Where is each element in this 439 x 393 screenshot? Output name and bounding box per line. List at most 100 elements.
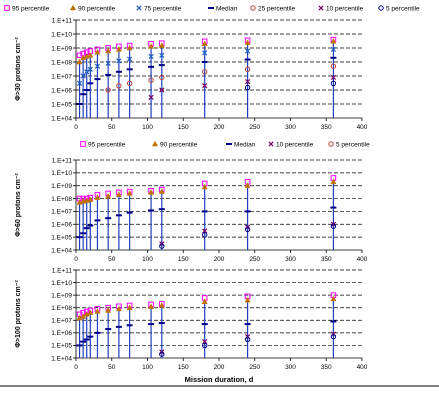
y-tick-label: 1.E+10 bbox=[51, 280, 72, 287]
x-tick-label: 100 bbox=[142, 256, 153, 263]
legend-label-median: Median bbox=[216, 5, 238, 12]
point-75-percentile bbox=[330, 46, 337, 52]
y-tick-label: 1.E+08 bbox=[51, 196, 72, 203]
legend-marker-75-percentile bbox=[136, 5, 142, 11]
point-10-percentile bbox=[330, 74, 337, 80]
y-tick-label: 1.E+04 bbox=[51, 247, 72, 254]
x-tick-label: 100 bbox=[142, 124, 153, 131]
x-tick-label: 200 bbox=[214, 364, 225, 371]
y-tick-label: 1.E+06 bbox=[51, 330, 72, 337]
point-90-percentile bbox=[158, 42, 165, 48]
point-5-percentile bbox=[159, 243, 165, 249]
point-10-percentile bbox=[244, 78, 251, 85]
point-90-percentile bbox=[115, 191, 122, 197]
x-tick-label: 150 bbox=[178, 124, 189, 131]
point-95-percentile bbox=[76, 52, 83, 59]
point-75-percentile bbox=[94, 63, 101, 69]
y-tick-label: 1.E+10 bbox=[51, 170, 72, 177]
point-75-percentile bbox=[87, 66, 93, 72]
y-tick-label: 1.E+07 bbox=[51, 318, 72, 325]
y-tick-label: 1.E+11 bbox=[52, 267, 73, 274]
x-tick-label: 100 bbox=[142, 364, 153, 371]
point-10-percentile bbox=[202, 339, 208, 345]
legend-label-25-percentile: 25 percentile bbox=[258, 5, 296, 12]
point-90-percentile bbox=[201, 298, 208, 304]
x-tick-label: 350 bbox=[321, 256, 332, 263]
y-tick-label: 1.E+09 bbox=[51, 183, 72, 190]
point-5-percentile bbox=[244, 84, 251, 91]
legend-label-5-percentile: 5 percentile bbox=[386, 5, 420, 12]
point-5-percentile bbox=[159, 351, 165, 357]
x-tick-label: 50 bbox=[108, 364, 116, 371]
point-90-percentile bbox=[87, 309, 94, 315]
legend-label-75-percentile: 75 percentile bbox=[144, 5, 182, 12]
legend-label-95-percentile: 95 percentile bbox=[12, 5, 50, 12]
point-90-percentile bbox=[158, 302, 165, 308]
y-axis-label: Φ>60 protons cm⁻² bbox=[15, 172, 22, 236]
point-25-percentile bbox=[148, 77, 154, 83]
point-75-percentile bbox=[148, 53, 154, 60]
point-75-percentile bbox=[244, 48, 251, 54]
legend-label-median: Median bbox=[234, 141, 256, 148]
x-tick-label: 0 bbox=[74, 364, 78, 371]
legend-label-10-percentile: 10 percentile bbox=[276, 141, 314, 148]
chart-panel-1: 1.E+04 1.E+05 1.E+06 1.E+07 1.E+08 1.E+09 1.E+… bbox=[4, 4, 420, 131]
legend-marker-5-percentile bbox=[378, 5, 384, 11]
legend-marker-25-percentile bbox=[250, 5, 256, 11]
point-25-percentile bbox=[105, 87, 111, 93]
x-tick-label: 0 bbox=[74, 256, 78, 263]
x-tick-label: 250 bbox=[249, 124, 260, 131]
point-90-percentile bbox=[148, 303, 155, 309]
point-10-percentile bbox=[148, 94, 154, 100]
point-75-percentile bbox=[202, 50, 208, 56]
point-5-percentile bbox=[330, 223, 337, 229]
point-75-percentile bbox=[80, 73, 86, 79]
legend-marker-10-percentile bbox=[268, 141, 274, 147]
y-tick-label: 1.E+09 bbox=[51, 292, 72, 299]
x-tick-label: 400 bbox=[357, 256, 368, 263]
point-90-percentile bbox=[94, 308, 101, 314]
point-90-percentile bbox=[105, 192, 112, 199]
y-tick-label: 1.E+05 bbox=[51, 101, 72, 108]
legend-label-5-percentile: 5 percentile bbox=[336, 141, 370, 148]
point-90-percentile bbox=[330, 178, 337, 185]
y-tick-label: 1.E+08 bbox=[51, 59, 72, 66]
y-tick-label: 1.E+04 bbox=[51, 355, 72, 362]
point-10-percentile bbox=[202, 83, 208, 89]
point-90-percentile bbox=[330, 295, 337, 302]
y-tick-label: 1.E+11 bbox=[52, 157, 73, 164]
point-90-percentile bbox=[126, 190, 133, 196]
point-90-percentile bbox=[330, 37, 337, 44]
point-75-percentile bbox=[84, 69, 90, 75]
point-90-percentile bbox=[148, 189, 155, 195]
point-90-percentile bbox=[126, 304, 133, 310]
point-5-percentile bbox=[330, 333, 337, 340]
y-tick-label: 1.E+05 bbox=[51, 343, 72, 350]
legend-label-90-percentile: 90 percentile bbox=[160, 141, 198, 148]
point-90-percentile bbox=[115, 46, 122, 52]
point-90-percentile bbox=[201, 183, 208, 190]
point-25-percentile bbox=[330, 63, 337, 69]
point-10-percentile bbox=[202, 228, 208, 234]
point-5-percentile bbox=[202, 342, 208, 349]
point-5-percentile bbox=[244, 226, 251, 233]
y-tick-label: 1.E+07 bbox=[51, 209, 72, 216]
x-tick-label: 350 bbox=[321, 364, 332, 371]
point-75-percentile bbox=[127, 56, 133, 62]
x-tick-label: 50 bbox=[108, 256, 116, 263]
x-axis-label: Mission duration, d bbox=[185, 375, 254, 384]
point-5-percentile bbox=[202, 232, 208, 238]
point-90-percentile bbox=[105, 47, 112, 54]
point-25-percentile bbox=[116, 83, 122, 89]
legend-marker-90-percentile bbox=[69, 4, 77, 11]
legend-label-90-percentile: 90 percentile bbox=[78, 5, 116, 12]
y-tick-label: 1.E+08 bbox=[51, 305, 72, 312]
legend-label-95-percentile: 95 percentile bbox=[88, 141, 126, 148]
x-tick-label: 400 bbox=[357, 364, 368, 371]
point-90-percentile bbox=[94, 48, 101, 55]
legend-marker-10-percentile bbox=[318, 5, 324, 11]
point-25-percentile bbox=[126, 80, 133, 87]
x-tick-label: 300 bbox=[285, 364, 296, 371]
y-axis-label: Φ>100 protons cm⁻² bbox=[15, 280, 22, 348]
x-tick-label: 300 bbox=[285, 124, 296, 131]
